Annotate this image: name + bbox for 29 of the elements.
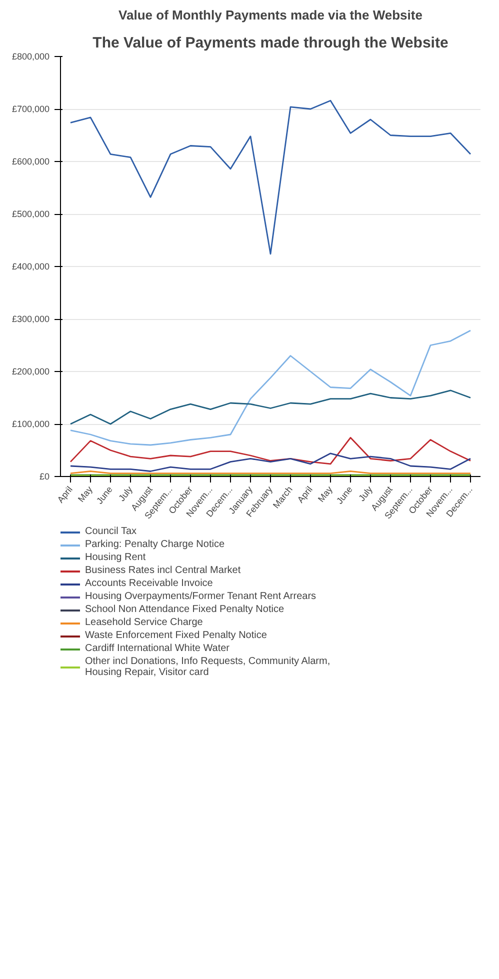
line-series xyxy=(70,100,472,255)
line-series xyxy=(70,436,472,465)
y-tick-label: £800,000 xyxy=(12,52,50,62)
x-tick-label: July xyxy=(356,484,375,504)
chart-title: The Value of Payments made through the Website xyxy=(92,34,448,52)
y-tick-label: £300,000 xyxy=(12,314,50,324)
legend-label: Accounts Receivable Invoice xyxy=(85,578,213,589)
y-tick-label: £0 xyxy=(39,472,50,482)
legend-label: Council Tax xyxy=(85,526,137,537)
legend-label: Housing Overpayments/Former Tenant Rent Arrears xyxy=(85,591,316,602)
y-tick-label: £500,000 xyxy=(12,209,50,219)
legend-label: Parking: Penalty Charge Notice xyxy=(85,539,225,550)
legend-label: Leasehold Service Charge xyxy=(85,617,203,628)
legend-label: Business Rates incl Central Market xyxy=(85,565,241,576)
line-series xyxy=(70,390,472,425)
legend-label: Housing Rent xyxy=(85,552,146,563)
line-series xyxy=(70,452,472,472)
legend-label: Other incl Donations, Info Requests, Community Alarm, Housing Repair, Visitor card xyxy=(85,656,330,678)
y-tick-label: £700,000 xyxy=(12,104,50,114)
legend-label: Waste Enforcement Fixed Penalty Notice xyxy=(85,630,267,641)
x-tick-label: July xyxy=(116,484,135,504)
legend-label: School Non Attendance Fixed Penalty Notice xyxy=(85,604,284,615)
y-tick-label: £200,000 xyxy=(12,366,50,376)
chart-subtitle: Value of Monthly Payments made via the Website xyxy=(118,8,422,22)
legend-label: Cardiff International White Water xyxy=(85,643,230,654)
line-series xyxy=(70,330,472,446)
y-tick-label: £100,000 xyxy=(12,419,50,429)
y-tick-label: £600,000 xyxy=(12,156,50,166)
y-tick-label: £400,000 xyxy=(12,262,50,272)
